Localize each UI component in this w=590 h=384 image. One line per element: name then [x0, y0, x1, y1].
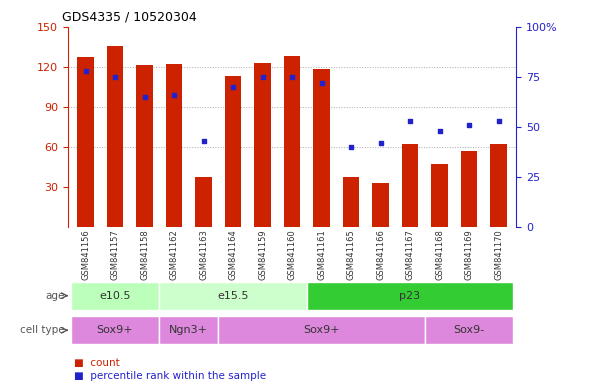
Point: [346, 144, 356, 150]
Text: GSM841161: GSM841161: [317, 229, 326, 280]
Text: ■  percentile rank within the sample: ■ percentile rank within the sample: [74, 371, 266, 381]
Bar: [195, 177, 212, 227]
Bar: [490, 144, 507, 227]
Point: [287, 74, 297, 80]
Point: [140, 94, 149, 100]
Text: GSM841166: GSM841166: [376, 229, 385, 280]
Bar: [284, 56, 300, 227]
Text: GSM841156: GSM841156: [81, 229, 90, 280]
Point: [81, 68, 90, 74]
Point: [169, 92, 179, 98]
Bar: [107, 46, 123, 227]
Point: [258, 74, 267, 80]
Text: GSM841158: GSM841158: [140, 229, 149, 280]
Bar: [225, 76, 241, 227]
Text: GSM841170: GSM841170: [494, 229, 503, 280]
FancyBboxPatch shape: [307, 282, 513, 310]
Text: GDS4335 / 10520304: GDS4335 / 10520304: [62, 10, 196, 23]
FancyBboxPatch shape: [425, 316, 513, 344]
Text: Sox9+: Sox9+: [303, 325, 340, 335]
Point: [376, 140, 385, 146]
Text: cell type: cell type: [20, 325, 65, 335]
Point: [405, 118, 415, 124]
Text: Sox9+: Sox9+: [97, 325, 133, 335]
Text: GSM841164: GSM841164: [228, 229, 238, 280]
Text: GSM841165: GSM841165: [346, 229, 356, 280]
Point: [317, 80, 326, 86]
Point: [228, 84, 238, 90]
Bar: [402, 144, 418, 227]
Bar: [254, 63, 271, 227]
Bar: [431, 164, 448, 227]
Point: [464, 122, 474, 128]
Text: GSM841163: GSM841163: [199, 229, 208, 280]
Text: GSM841160: GSM841160: [287, 229, 297, 280]
Bar: [77, 58, 94, 227]
FancyBboxPatch shape: [159, 282, 307, 310]
Bar: [343, 177, 359, 227]
Point: [110, 74, 120, 80]
Bar: [166, 64, 182, 227]
Point: [435, 127, 444, 134]
Bar: [313, 70, 330, 227]
Point: [494, 118, 503, 124]
Text: p23: p23: [399, 291, 421, 301]
Text: Sox9-: Sox9-: [454, 325, 484, 335]
Text: GSM841157: GSM841157: [110, 229, 120, 280]
Text: GSM841169: GSM841169: [464, 229, 474, 280]
Text: e15.5: e15.5: [217, 291, 249, 301]
Bar: [136, 66, 153, 227]
FancyBboxPatch shape: [71, 316, 159, 344]
Text: age: age: [45, 291, 65, 301]
Text: ■  count: ■ count: [74, 358, 120, 368]
Bar: [372, 183, 389, 227]
Text: GSM841159: GSM841159: [258, 229, 267, 280]
Bar: [461, 151, 477, 227]
FancyBboxPatch shape: [218, 316, 425, 344]
Text: e10.5: e10.5: [99, 291, 131, 301]
Point: [199, 137, 208, 144]
Text: GSM841167: GSM841167: [405, 229, 415, 280]
Text: GSM841162: GSM841162: [169, 229, 179, 280]
Text: GSM841168: GSM841168: [435, 229, 444, 280]
FancyBboxPatch shape: [71, 282, 159, 310]
FancyBboxPatch shape: [159, 316, 218, 344]
Text: Ngn3+: Ngn3+: [169, 325, 208, 335]
